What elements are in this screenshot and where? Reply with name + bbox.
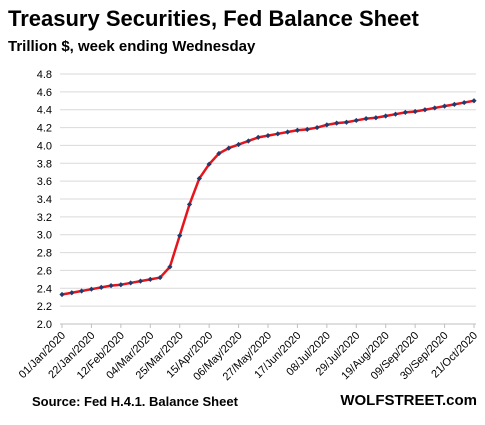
data-point xyxy=(373,115,379,121)
data-point xyxy=(128,280,134,286)
data-point xyxy=(177,233,183,239)
data-point xyxy=(304,126,310,132)
y-tick-label: 4.4 xyxy=(37,105,52,117)
y-tick-label: 4.2 xyxy=(37,123,52,135)
y-tick-label: 3.2 xyxy=(37,212,52,224)
data-point xyxy=(255,134,261,140)
data-point xyxy=(167,264,173,270)
data-point xyxy=(108,283,114,289)
data-point xyxy=(353,117,359,124)
y-tick-label: 2.4 xyxy=(37,283,52,295)
data-point xyxy=(422,107,428,113)
data-point xyxy=(275,131,281,137)
source-note: Source: Fed H.4.1. Balance Sheet xyxy=(32,394,238,409)
data-point xyxy=(147,276,153,282)
data-point xyxy=(343,119,350,125)
y-tick-label: 3.8 xyxy=(37,158,52,170)
y-tick-label: 4.6 xyxy=(37,87,52,99)
data-point xyxy=(235,141,242,148)
data-point xyxy=(118,282,124,288)
y-tick-label: 4.8 xyxy=(37,69,52,81)
brand-logo-text: WOLFSTREET.com xyxy=(340,392,477,409)
y-tick-label: 3.0 xyxy=(37,230,52,242)
data-point xyxy=(383,113,389,119)
data-point xyxy=(451,101,457,107)
data-point xyxy=(294,127,301,133)
data-point xyxy=(245,138,251,144)
data-point xyxy=(432,105,438,111)
y-tick-label: 4.0 xyxy=(37,140,52,152)
data-point xyxy=(206,161,212,167)
data-point xyxy=(196,175,202,182)
y-tick-label: 2.0 xyxy=(37,319,52,331)
y-tick-label: 2.6 xyxy=(37,265,52,277)
data-point xyxy=(471,98,477,104)
series-line xyxy=(61,99,475,296)
y-tick-label: 2.8 xyxy=(37,248,52,260)
data-point xyxy=(265,133,271,139)
data-point xyxy=(79,288,85,294)
data-point xyxy=(461,99,467,106)
data-point xyxy=(324,122,330,128)
chart-title: Treasury Securities, Fed Balance Sheet xyxy=(8,6,419,31)
data-point xyxy=(412,108,418,115)
y-tick-label: 3.4 xyxy=(37,194,52,206)
data-point xyxy=(314,124,320,131)
data-point xyxy=(216,150,222,157)
data-point xyxy=(157,274,163,281)
data-point xyxy=(402,109,408,115)
data-point xyxy=(59,291,65,298)
chart-subtitle: Trillion $, week ending Wednesday xyxy=(8,38,256,55)
data-point xyxy=(137,278,144,284)
data-point xyxy=(441,103,448,109)
data-point xyxy=(285,129,291,135)
data-point xyxy=(363,116,369,122)
data-point xyxy=(392,111,399,117)
y-tick-label: 3.6 xyxy=(37,176,52,188)
data-point xyxy=(186,201,193,207)
y-tick-label: 2.2 xyxy=(37,301,52,313)
data-point xyxy=(98,284,104,290)
data-point xyxy=(226,145,232,151)
data-point xyxy=(88,286,95,292)
data-point xyxy=(334,120,340,126)
data-point xyxy=(69,290,75,296)
